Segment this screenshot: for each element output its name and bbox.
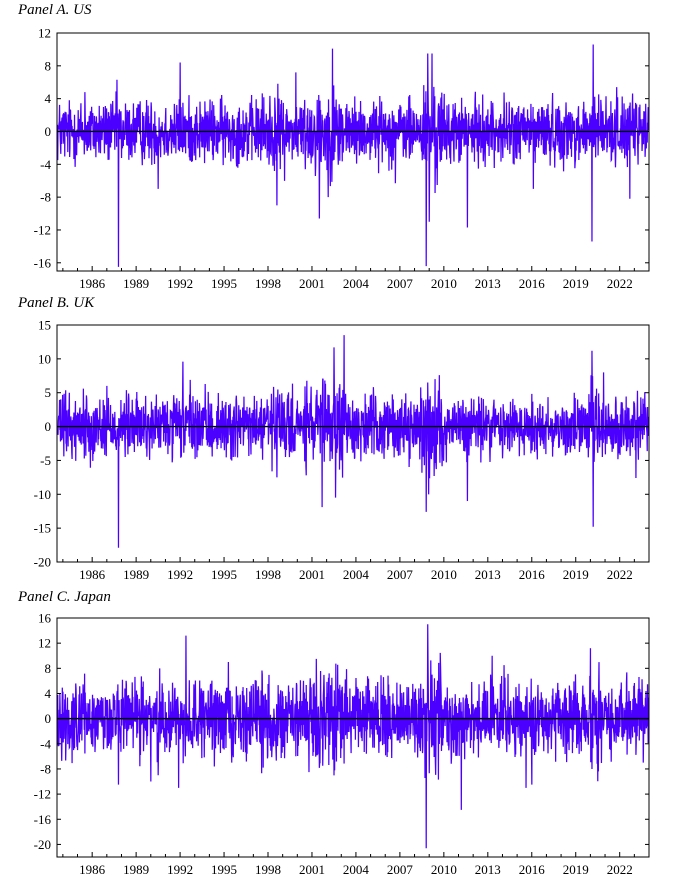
panel-c-chart: 16 12 8 4 0 -4 -8 -12 -16 -20 1986 1989 1992 1995 1998… [34,611,650,877]
x-tick-label: 2001 [299,276,325,291]
x-tick-label: 2013 [475,567,501,582]
x-tick-label: 2013 [475,862,501,877]
panel-c-title: Panel C. Japan [18,589,111,605]
y-tick-label: -10 [34,487,51,502]
y-tick-label: -5 [40,453,51,468]
panel-b-title: Panel B. UK [18,295,95,311]
x-tick-label: 2022 [607,276,633,291]
x-tick-label: 2007 [387,276,414,291]
x-tick-label: 2019 [563,862,589,877]
x-tick-label: 2013 [475,276,501,291]
x-tick-label: 1995 [211,567,237,582]
y-tick-label: -12 [34,787,51,802]
x-tick-label: 2022 [607,862,633,877]
y-tick-label: 12 [38,26,51,41]
x-tick-label: 2016 [519,567,546,582]
x-tick-label: 2004 [343,276,370,291]
y-tick-label: -12 [34,222,51,237]
x-tick-label: 1995 [211,862,237,877]
x-tick-label: 2010 [431,276,457,291]
x-tick-label: 1992 [167,862,193,877]
y-tick-label: -15 [34,521,51,536]
y-tick-label: -8 [40,190,51,205]
x-tick-label: 1986 [79,276,106,291]
y-tick-label: 0 [45,711,52,726]
y-tick-label: 8 [45,661,52,676]
x-tick-label: 2001 [299,862,325,877]
x-tick-label: 1998 [255,276,281,291]
y-tick-label: 0 [45,124,52,139]
x-tick-label: 2022 [607,567,633,582]
plot-frame [56,617,650,858]
x-tick-label: 1986 [79,862,106,877]
x-tick-label: 2001 [299,567,325,582]
x-tick-label: 1992 [167,567,193,582]
y-tick-label: 10 [38,351,51,366]
y-tick-label: 5 [45,385,52,400]
plot-frame [56,32,650,272]
panel-a-title: Panel A. US [18,2,92,18]
y-tick-label: 0 [45,419,52,434]
panel-a-chart: 12 8 4 0 -4 -8 -12 -16 1986 1989 1992 1995 1998 2001 2… [34,26,650,291]
series-line [57,335,650,548]
x-tick-label: 1998 [255,862,281,877]
y-tick-label: -16 [34,255,52,270]
panel-b-chart: 15 10 5 0 -5 -10 -15 -20 1986 1989 1992 1995 1998 200… [34,318,650,582]
plot-frame [56,324,650,563]
x-tick-label: 2019 [563,567,589,582]
y-tick-label: 12 [38,636,51,651]
x-tick-label: 2019 [563,276,589,291]
series-line [57,624,650,849]
y-tick-label: -20 [34,837,51,852]
series-line [57,44,650,267]
x-tick-label: 1986 [79,567,106,582]
x-tick-label: 2004 [343,862,370,877]
x-tick-label: 1992 [167,276,193,291]
y-tick-label: -20 [34,555,51,570]
y-tick-label: 8 [45,58,52,73]
y-tick-label: 4 [45,91,52,106]
y-tick-label: -8 [40,761,51,776]
x-tick-label: 1989 [123,276,149,291]
y-tick-label: 4 [45,686,52,701]
y-tick-label: 15 [38,318,51,333]
y-tick-label: -4 [40,736,51,751]
x-tick-label: 2007 [387,567,414,582]
x-tick-label: 2007 [387,862,414,877]
x-tick-label: 1995 [211,276,237,291]
x-tick-label: 1989 [123,862,149,877]
x-tick-label: 1989 [123,567,149,582]
x-tick-label: 2010 [431,567,457,582]
y-tick-label: -16 [34,812,52,827]
x-tick-label: 1998 [255,567,281,582]
x-tick-label: 2016 [519,276,546,291]
x-tick-label: 2016 [519,862,546,877]
x-tick-label: 2010 [431,862,457,877]
y-tick-label: -4 [40,157,51,172]
x-tick-label: 2004 [343,567,370,582]
y-tick-label: 16 [38,611,52,626]
